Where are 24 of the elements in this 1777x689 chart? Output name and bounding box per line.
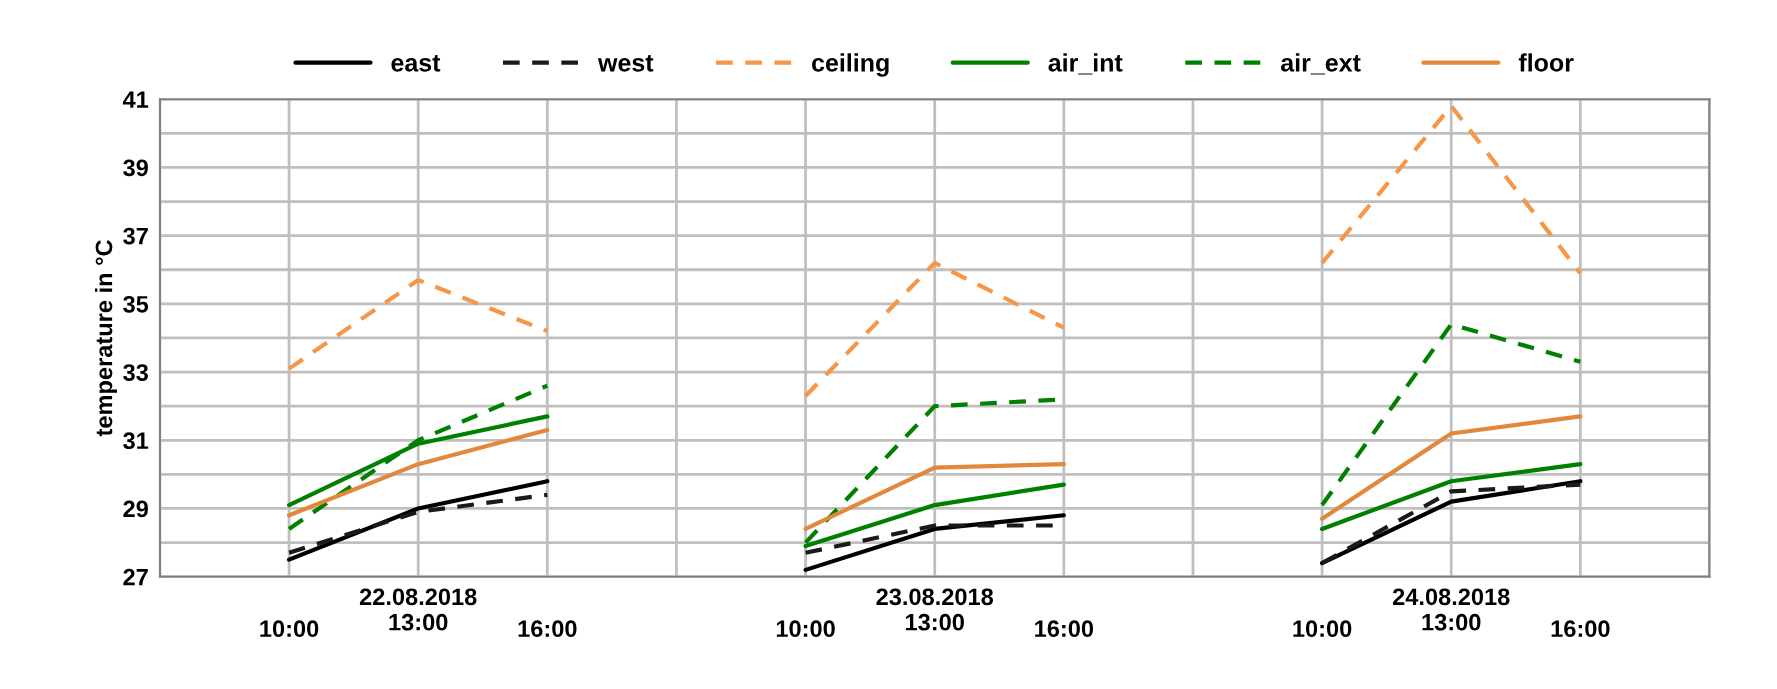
legend-label: air_ext	[1281, 53, 1361, 75]
legend-label: east	[391, 55, 441, 72]
x-tick-label: 16:00	[1035, 620, 1094, 638]
legend-label: west	[597, 55, 654, 72]
x-tick-label: 24.08.2018 13:00	[1392, 588, 1510, 631]
x-tick-label: 10:00	[776, 620, 835, 638]
x-tick-label: 10:00	[1293, 620, 1352, 638]
legend-label: air_int	[1048, 53, 1123, 75]
x-tick-label: 22.08.2018 13:00	[359, 588, 477, 631]
y-tick-label: 41	[122, 91, 149, 108]
y-tick-label: 27	[123, 568, 148, 586]
legend-label: floor	[1518, 53, 1574, 72]
x-tick-label: 10:00	[260, 620, 319, 638]
y-tick-label: 37	[123, 227, 148, 245]
y-tick-label: 29	[123, 500, 148, 518]
y-tick-label: 33	[123, 364, 148, 381]
legend-label: ceiling	[812, 53, 889, 77]
y-axis-title: temperature in °C	[94, 240, 117, 437]
y-tick-label: 39	[123, 159, 148, 177]
y-tick-label: 31	[123, 432, 149, 450]
x-tick-label: 16:00	[1551, 620, 1610, 638]
x-tick-label: 16:00	[518, 620, 577, 638]
x-tick-label: 23.08.2018 13:00	[876, 588, 994, 631]
y-tick-label: 35	[123, 295, 149, 313]
